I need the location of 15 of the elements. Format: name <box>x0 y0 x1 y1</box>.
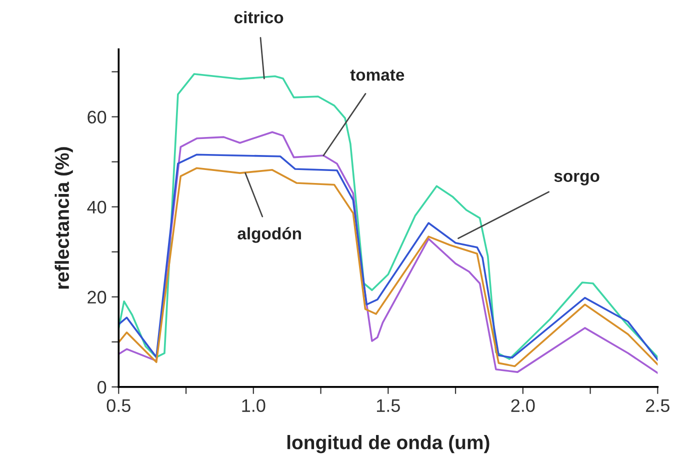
x-tick-label: 1.0 <box>242 399 266 412</box>
y-axis-title: reflectancia (%) <box>54 147 73 289</box>
annotation: tomate <box>350 70 404 81</box>
x-tick-label: 2.5 <box>646 399 670 412</box>
y-tick-label: 0 <box>98 380 106 394</box>
annotation: algodón <box>238 227 301 243</box>
x-tick-label: 0.5 <box>106 399 130 412</box>
y-tick-label: 20 <box>88 290 106 304</box>
annotation: sorgo <box>554 172 600 186</box>
y-tick-label: 60 <box>88 110 106 124</box>
x-tick-label: 2.0 <box>511 399 535 412</box>
y-tick-label: 40 <box>87 200 106 214</box>
annotation: citrico <box>234 11 284 24</box>
x-tick-label: 1.5 <box>376 399 400 412</box>
x-axis-title: longitud de onda (um) <box>287 435 490 454</box>
